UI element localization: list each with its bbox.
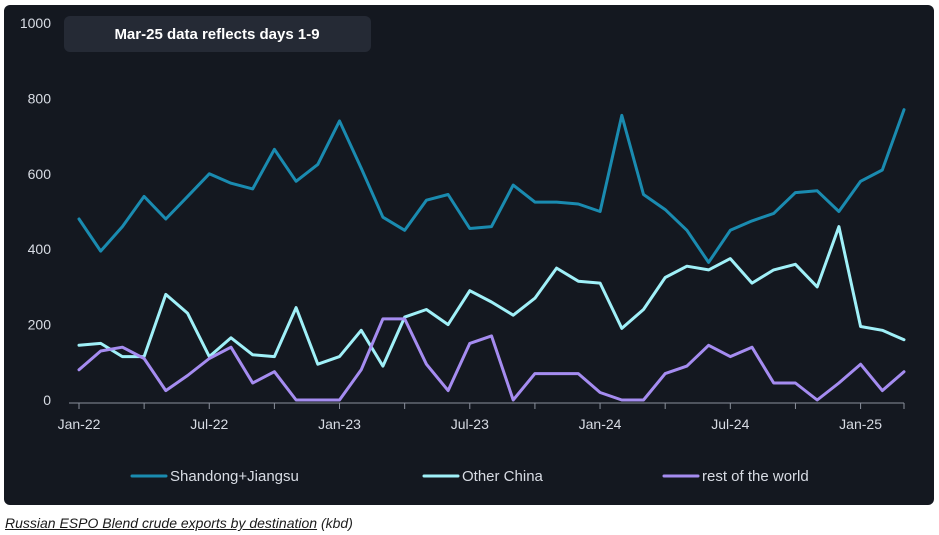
series-line-rest-of-the-world (77, 317, 906, 402)
annotation-box (64, 16, 371, 52)
y-tick-label: 400 (28, 241, 52, 257)
x-axis: Jan-22 Jul-22 Jan-23 Jul-23 Jan-24 Jul-24 Jan-… (58, 402, 905, 432)
y-tick-label: 0 (43, 392, 51, 408)
x-tick-label: Jan-22 (58, 416, 101, 432)
legend-label-rest-of-the-world: rest of the world (702, 468, 809, 485)
y-tick-label: 600 (28, 166, 52, 182)
legend-label-shandong-jiangsu: Shandong+Jiangsu (170, 468, 299, 485)
x-tick-label: Jan-25 (839, 416, 882, 432)
x-tick-label: Jul-24 (711, 416, 749, 432)
y-tick-label: 800 (28, 90, 52, 106)
y-tick-label: 1000 (20, 15, 51, 31)
chart-panel: Mar-25 data reflects days 1-9 0 200 400 600… (4, 5, 934, 505)
x-tick-label: Jan-24 (579, 416, 622, 432)
x-tick-label: Jan-23 (318, 416, 361, 432)
caption-unit: (kbd) (320, 515, 353, 531)
series-lines (77, 108, 906, 402)
annotation: Mar-25 data reflects days 1-9 (64, 16, 371, 52)
series-line-shandong-jiangsu (77, 108, 906, 264)
annotation-text: Mar-25 data reflects days 1-9 (114, 26, 319, 43)
line-chart: Mar-25 data reflects days 1-9 0 200 400 600… (20, 15, 906, 485)
y-axis-ticks: 0 200 400 600 800 1000 (20, 15, 51, 408)
legend: Shandong+Jiangsu Other China rest of the w… (130, 468, 809, 485)
x-tick-label: Jul-22 (190, 416, 228, 432)
x-tick-label: Jul-23 (451, 416, 489, 432)
series-line-other-china (77, 225, 906, 368)
caption-title[interactable]: Russian ESPO Blend crude exports by dest… (5, 515, 318, 531)
chart-caption: Russian ESPO Blend crude exports by dest… (5, 515, 353, 531)
legend-label-other-china: Other China (462, 468, 544, 485)
y-tick-label: 200 (28, 317, 52, 333)
